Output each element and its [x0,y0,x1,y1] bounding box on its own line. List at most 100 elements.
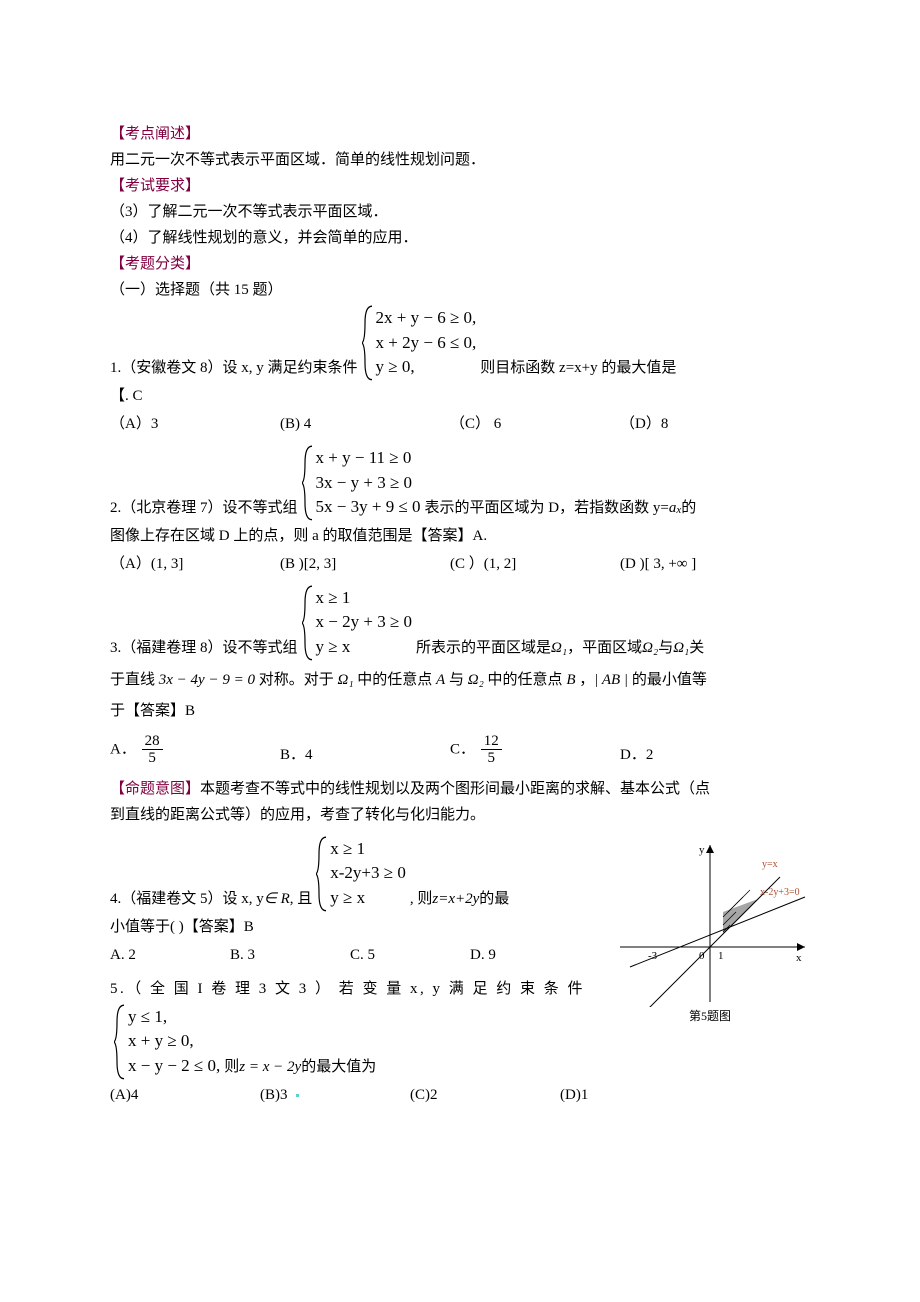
q3: 3.（福建卷理 8）设不等式组 x ≥ 1 x − 2y + 3 ≥ 0 y ≥… [110,586,810,660]
mingti: 【命题意图】本题考查不等式中的线性规划以及两个图形间最小距离的求解、基本公式（点 [110,777,810,801]
q1-options: （A）3 (B) 4 （C） 6 （D）8 [110,412,810,436]
q1-answer-marker: 【. C [110,384,810,408]
kaoshi-item-3: （3）了解二元一次不等式表示平面区域． [110,200,810,224]
q3-line3: 于【答案】B [110,699,810,723]
mingti-body1: 本题考查不等式中的线性规划以及两个图形间最小距离的求解、基本公式（点 [200,781,710,797]
fig-yx: y=x [762,859,778,870]
q3-eqline: 3x − 4y − 9 = 0 [159,672,255,688]
q3-l2c: 中的任意点 [354,672,437,688]
fig-0: 0 [699,950,705,962]
q1-opt-c: （C） 6 [450,412,620,436]
q3-l2b: 对称。对于 [255,672,338,688]
q4-opt-d: D. 9 [470,943,590,967]
page: 【考点阐述】 用二元一次不等式表示平面区域．简单的线性规划问题． 【考试要求】 … [0,0,920,1177]
q3-l2g: 的最小值等 [628,672,707,688]
q1-eq1: 2x + y − 6 ≥ 0, [376,308,477,327]
q3-l2e: 中的任意点 [484,672,567,688]
q1: 1.（安徽卷文 8）设 x, y 满足约束条件 2x + y − 6 ≥ 0, … [110,306,810,380]
heading-kaodian: 【考点阐述】 [110,122,810,146]
q3-opt-a-frac: 285 [142,733,163,767]
q5-graph-icon: -3 1 0 x y y=x x-2y+3=0 [610,837,810,1007]
q3-system: x ≥ 1 x − 2y + 3 ≥ 0 y ≥ x [302,586,413,660]
q3-eq3: y ≥ x [316,637,351,656]
q5-eq2: x + y ≥ 0, [128,1031,194,1050]
q3-pt-a: A [436,672,445,688]
q1-opt-a: （A）3 [110,412,280,436]
q2-eq3: 5x − 3y + 9 ≤ 0 [316,497,421,516]
q3-txt-b: ，平面区域 [567,636,642,660]
q2-opt-b: (B )[2, 3] [280,552,450,576]
q1-suffix: 则目标函数 z=x+y 的最大值是 [480,356,676,380]
q1-opt-b: (B) 4 [280,412,450,436]
fig-line: x-2y+3=0 [760,887,800,898]
q3-l2a: 于直线 [110,672,159,688]
figure-caption: 第5题图 [610,1007,810,1026]
mingti-body2: 到直线的距离公式等）的应用，考查了转化与化归能力。 [110,803,810,827]
q2-opt-a: （A）(1, 3] [110,552,280,576]
q2-eq1: x + y − 11 ≥ 0 [316,448,412,467]
q4-z: z=x+2y [432,887,479,911]
q4-txt-a: , 则 [410,887,433,911]
q1-eq2: x + 2y − 6 ≤ 0, [376,333,477,352]
q3-ab: | AB | [594,672,628,688]
left-brace-icon [362,304,374,382]
q4-opt-b: B. 3 [230,943,350,967]
q5-z: z = x − 2y [239,1055,301,1079]
q5-options: (A)4 (B)3 (C)2 (D)1 [110,1083,810,1107]
q2-eq2: 3x − y + 3 ≥ 0 [316,473,413,492]
q3-eq1: x ≥ 1 [316,588,351,607]
q3-l2f: ， [575,672,594,688]
q3-line2: 于直线 3x − 4y − 9 = 0 对称。对于 Ω₁ 中的任意点 A 与 Ω… [110,664,810,697]
kaoshi-item-4: （4）了解线性规划的意义，并会简单的应用． [110,226,810,250]
q3-opt-d: D．2 [620,743,790,767]
q3-opt-a: A． 285 [110,733,280,767]
q3-l2d: 与 [445,672,468,688]
q2-suffix-a: 表示的平面区域为 D，若指数函数 y= [425,496,669,520]
section-one: （一）选择题（共 15 题） [110,278,810,302]
left-brace-icon [316,835,328,913]
q2-suffix-b: 的 [681,496,696,520]
q3-opt-c-frac: 125 [481,733,502,767]
left-brace-icon [302,584,314,662]
q3-options: A． 285 B．4 C． 125 D．2 [110,733,810,767]
q4-eq3: y ≥ x [330,888,365,907]
q2-prefix: 2.（北京卷理 7）设不等式组 [110,496,298,520]
q5-line1-text: 5.（ 全 国 I 卷 理 3 文 3 ） 若 变 量 x, y 满 足 约 束… [110,981,585,997]
q1-system: 2x + y − 6 ≥ 0, x + 2y − 6 ≤ 0, y ≥ 0, [362,306,477,380]
kaodian-body: 用二元一次不等式表示平面区域．简单的线性规划问题． [110,148,810,172]
q2-options: （A）(1, 3] (B )[2, 3] (C ）(1, 2] (D )[ 3,… [110,552,810,576]
q3-om2b: Ω₂ [468,672,484,688]
left-brace-icon [114,1003,126,1081]
q3-om1c: Ω₁ [337,672,353,688]
dot-icon [296,1094,299,1097]
frac-den: 5 [481,750,502,767]
fig-x: x [796,952,802,964]
q4-opt-a: A. 2 [110,943,230,967]
q3-omega1b: Ω₁ [673,636,689,660]
q1-prefix: 1.（安徽卷文 8）设 x, y 满足约束条件 [110,356,358,380]
q4-prefix: 4.（福建卷文 5）设 x, y [110,887,264,911]
q5-txt-a: 则 [224,1055,239,1079]
q2: 2.（北京卷理 7）设不等式组 x + y − 11 ≥ 0 3x − y + … [110,446,810,520]
fig-1: 1 [718,950,724,962]
q3-prefix: 3.（福建卷理 8）设不等式组 [110,636,298,660]
q4-eq2: x-2y+3 ≥ 0 [330,863,406,882]
q5-system: y ≤ 1, x + y ≥ 0, x − y − 2 ≤ 0, [114,1005,220,1079]
q4-eq1: x ≥ 1 [330,839,365,858]
frac-den: 5 [142,750,163,767]
q5-opt-b: (B)3 [260,1083,410,1107]
figure-q5: -3 1 0 x y y=x x-2y+3=0 第5题图 [610,837,810,1026]
q4: 4.（福建卷文 5）设 x, y ∈ R , 且 x ≥ 1 x-2y+3 ≥ … [110,837,600,911]
heading-kaoti: 【考题分类】 [110,252,810,276]
mingti-label: 【命题意图】 [110,781,200,797]
q5-opt-a: (A)4 [110,1083,260,1107]
q2-opt-d: (D )[ 3, +∞ ] [620,552,790,576]
q5-eq3: x − y − 2 ≤ 0, [128,1056,220,1075]
q2-opt-c: (C ）(1, 2] [450,552,620,576]
q3-txt-d: 关 [689,636,704,660]
q3-opt-b: B．4 [280,743,450,767]
frac-num: 12 [481,733,502,751]
q5-row: y ≤ 1, x + y ≥ 0, x − y − 2 ≤ 0, 则 z = x… [110,1005,600,1079]
q3-opt-a-pre: A． [110,741,136,757]
q3-txt-a: 所表示的平面区域是 [416,636,551,660]
